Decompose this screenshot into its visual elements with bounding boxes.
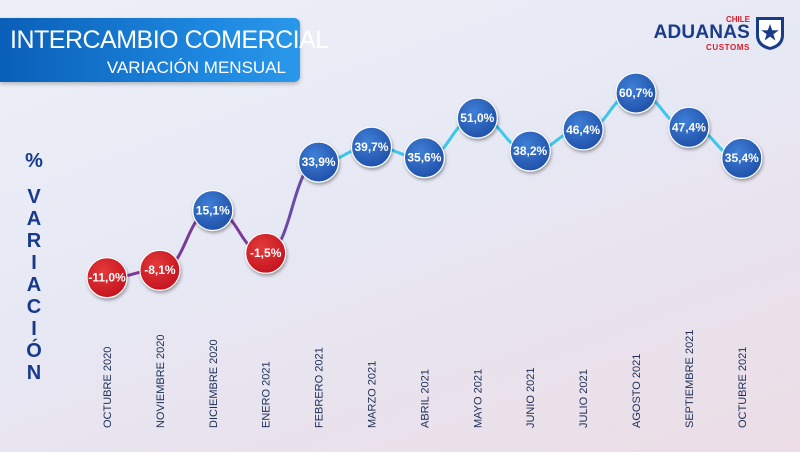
x-tick-label: AGOSTO 2021 xyxy=(631,354,643,428)
y-axis-label-letter: % xyxy=(25,150,43,172)
shield-star-icon xyxy=(756,17,784,50)
data-point xyxy=(245,232,287,274)
y-axis-label-letter: N xyxy=(26,362,42,384)
title-banner: INTERCAMBIO COMERCIAL VARIACIÓN MENSUAL xyxy=(0,18,329,82)
y-axis-label-letter: C xyxy=(26,296,42,318)
aduanas-logo: CHILE ADUANAS CUSTOMS xyxy=(648,14,788,56)
data-label: 46,4% xyxy=(566,123,600,137)
x-tick-label: OCTUBRE 2021 xyxy=(737,347,749,428)
data-point xyxy=(509,130,551,172)
data-label: -8,1% xyxy=(144,263,176,277)
chart-title: INTERCAMBIO COMERCIAL xyxy=(10,26,329,54)
data-label: 38,2% xyxy=(513,144,547,158)
data-label: -11,0% xyxy=(88,271,126,285)
data-point xyxy=(562,109,604,151)
x-tick-label: JULIO 2021 xyxy=(578,369,590,428)
y-axis-label-letter: Ó xyxy=(26,340,42,362)
x-tick-label: NOVIEMBRE 2020 xyxy=(155,334,167,428)
data-label: 47,4% xyxy=(672,120,706,134)
x-tick-label: ENERO 2021 xyxy=(261,361,273,428)
data-label: 33,9% xyxy=(302,155,336,169)
x-tick-label: SEPTIEMBRE 2021 xyxy=(684,330,696,428)
data-point xyxy=(615,72,657,114)
x-tick-label: MARZO 2021 xyxy=(367,361,379,428)
y-axis-label-letter: A xyxy=(26,274,42,296)
data-label: 51,0% xyxy=(460,111,494,125)
data-point xyxy=(139,249,181,291)
y-axis-label-letter: V xyxy=(27,186,41,208)
y-axis-label-letter: A xyxy=(26,208,42,230)
x-tick-label: DICIEMBRE 2020 xyxy=(208,339,220,428)
data-point xyxy=(456,97,498,139)
data-point xyxy=(668,106,710,148)
data-point xyxy=(403,137,445,179)
data-point xyxy=(298,141,340,183)
data-point xyxy=(86,257,128,299)
data-point xyxy=(721,137,763,179)
y-axis-label: % V A R I A C I Ó N xyxy=(22,150,46,384)
data-label: -1,5% xyxy=(250,246,282,260)
data-point xyxy=(192,189,234,232)
y-axis-label-letter: R xyxy=(26,230,42,252)
x-tick-label: JUNIO 2021 xyxy=(525,367,537,428)
y-axis-label-letter: I xyxy=(31,252,37,274)
logo-brand-text: ADUANAS xyxy=(653,22,750,43)
x-tick-label: MAYO 2021 xyxy=(472,369,484,428)
x-tick-label: OCTUBRE 2020 xyxy=(102,347,114,428)
data-label: 39,7% xyxy=(354,140,388,154)
data-point xyxy=(350,126,393,168)
logo-chile-text: CHILE xyxy=(726,15,750,24)
data-label: 35,6% xyxy=(407,151,441,165)
x-tick-label: FEBRERO 2021 xyxy=(314,347,326,428)
x-tick-label: ABRIL 2021 xyxy=(419,369,431,428)
data-label: 35,4% xyxy=(725,151,759,165)
chart-subtitle: VARIACIÓN MENSUAL xyxy=(106,58,286,77)
data-label: 60,7% xyxy=(619,86,653,100)
logo-customs-text: CUSTOMS xyxy=(705,43,750,52)
data-label: 15,1% xyxy=(196,203,230,217)
y-axis-label-letter: I xyxy=(31,318,37,340)
